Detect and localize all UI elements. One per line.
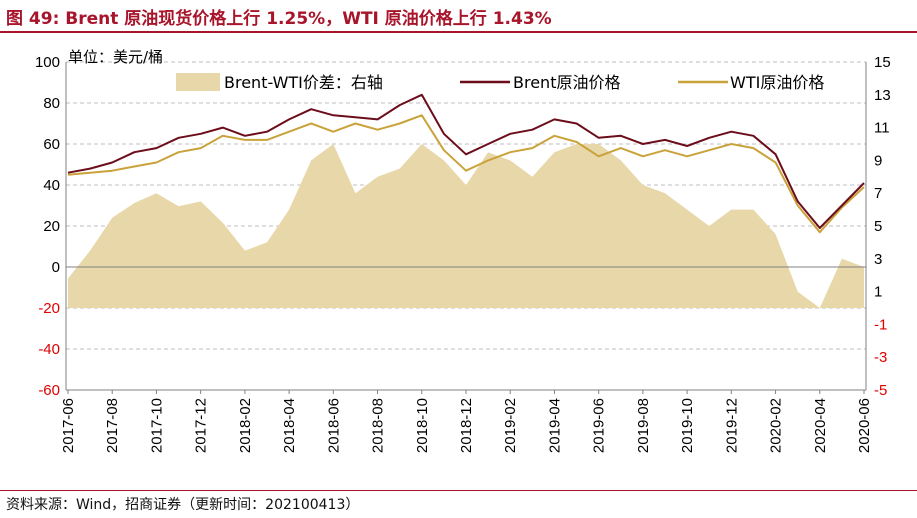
right-tick-label: -3: [874, 349, 887, 366]
x-tick-label: 2020-02: [768, 398, 785, 453]
left-tick-label: 20: [43, 218, 60, 235]
x-tick-label: 2019-12: [723, 398, 740, 453]
x-tick-label: 2019-02: [502, 398, 519, 453]
x-axis-ticks: 2017-06 2017-08 2017-10 2017-12 2018-02 2018-…: [60, 390, 873, 453]
legend-label-brent: Brent原油价格: [513, 73, 620, 92]
x-tick-label: 2020-04: [812, 398, 829, 453]
left-tick-label: 100: [35, 54, 60, 71]
source-divider: [0, 490, 917, 491]
right-tick-label: 3: [874, 251, 882, 268]
x-tick-label: 2019-04: [546, 398, 563, 453]
left-tick-label: 60: [43, 136, 60, 153]
x-tick-label: 2019-06: [591, 398, 608, 453]
spread-area-series: [68, 144, 864, 308]
x-tick-label: 2019-08: [635, 398, 652, 453]
right-tick-label: 7: [874, 185, 882, 202]
x-tick-label: 2018-04: [281, 398, 298, 453]
legend-label-spread: Brent-WTI价差：右轴: [224, 73, 383, 92]
x-tick-label: 2018-06: [325, 398, 342, 453]
x-tick-label: 2017-10: [148, 398, 165, 453]
spread-area: [68, 144, 864, 308]
x-tick-label: 2020-06: [856, 398, 873, 453]
price-line-series: [67, 93, 865, 234]
right-tick-label: 11: [874, 120, 890, 137]
right-tick-label: 15: [874, 54, 891, 71]
x-tick-label: 2017-08: [104, 398, 121, 453]
left-tick-label: -40: [38, 341, 60, 358]
x-tick-label: 2018-12: [458, 398, 475, 453]
left-tick-label: -20: [38, 300, 60, 317]
legend-swatch-spread: [176, 73, 220, 91]
x-tick-label: 2018-02: [237, 398, 254, 453]
legend-label-wti: WTI原油价格: [730, 73, 824, 92]
right-tick-label: -5: [874, 382, 887, 399]
wti-line: [67, 114, 865, 234]
unit-label: 单位：美元/桶: [68, 48, 163, 66]
left-tick-label: 0: [52, 259, 60, 276]
right-tick-label: 13: [874, 87, 891, 104]
brent-line: [67, 93, 865, 229]
left-tick-label: 40: [43, 177, 60, 194]
right-tick-label: -1: [874, 316, 887, 333]
left-tick-label: 80: [43, 95, 60, 112]
x-tick-label: 2017-06: [60, 398, 77, 453]
x-tick-label: 2017-12: [193, 398, 210, 453]
legend: Brent-WTI价差：右轴 Brent原油价格 WTI原油价格: [176, 73, 824, 92]
x-tick-label: 2018-08: [370, 398, 387, 453]
left-tick-label: -60: [38, 382, 60, 399]
right-tick-label: 9: [874, 152, 882, 169]
chart-title: 图 49: Brent 原油现货价格上行 1.25%，WTI 原油价格上行 1.…: [6, 9, 552, 29]
title-divider: [0, 31, 917, 33]
left-axis-ticks: -60 -40 -20 0 20 40 60 80 100: [35, 54, 60, 399]
source-note: 资料来源：Wind，招商证券（更新时间：202100413）: [6, 497, 360, 513]
x-tick-label: 2018-10: [414, 398, 431, 453]
right-tick-label: 5: [874, 218, 882, 235]
right-tick-label: 1: [874, 284, 882, 301]
x-tick-label: 2019-10: [679, 398, 696, 453]
